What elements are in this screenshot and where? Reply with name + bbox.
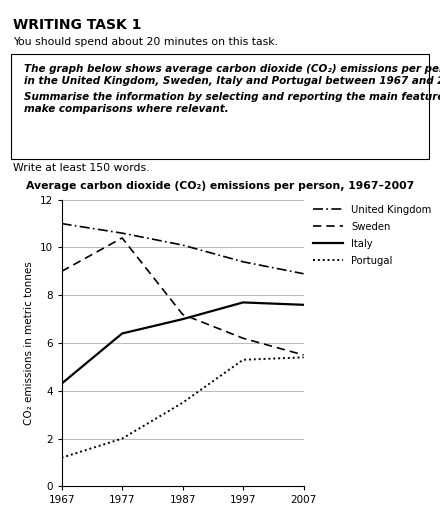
United Kingdom bbox=[180, 242, 185, 248]
Italy bbox=[241, 300, 246, 306]
United Kingdom bbox=[301, 271, 306, 277]
Portugal bbox=[241, 357, 246, 363]
Line: United Kingdom: United Kingdom bbox=[62, 224, 304, 274]
Legend: United Kingdom, Sweden, Italy, Portugal: United Kingdom, Sweden, Italy, Portugal bbox=[313, 205, 432, 266]
Sweden bbox=[59, 268, 64, 274]
Text: Summarise the information by selecting and reporting the main features, and: Summarise the information by selecting a… bbox=[24, 92, 440, 102]
Text: The graph below shows average carbon dioxide (CO₂) emissions per person: The graph below shows average carbon dio… bbox=[24, 64, 440, 74]
United Kingdom bbox=[59, 221, 64, 227]
Italy bbox=[120, 330, 125, 336]
Sweden bbox=[120, 235, 125, 241]
Italy bbox=[59, 380, 64, 387]
Line: Italy: Italy bbox=[62, 303, 304, 383]
Sweden bbox=[241, 335, 246, 342]
Sweden bbox=[301, 352, 306, 358]
Text: WRITING TASK 1: WRITING TASK 1 bbox=[13, 18, 142, 32]
Text: Write at least 150 words.: Write at least 150 words. bbox=[13, 163, 150, 173]
Italy bbox=[301, 302, 306, 308]
United Kingdom bbox=[241, 259, 246, 265]
United Kingdom bbox=[120, 230, 125, 236]
Line: Portugal: Portugal bbox=[62, 357, 304, 458]
Portugal bbox=[301, 354, 306, 360]
Text: in the United Kingdom, Sweden, Italy and Portugal between 1967 and 2007.: in the United Kingdom, Sweden, Italy and… bbox=[24, 76, 440, 87]
Text: make comparisons where relevant.: make comparisons where relevant. bbox=[24, 104, 229, 114]
Text: Average carbon dioxide (CO₂) emissions per person, 1967–2007: Average carbon dioxide (CO₂) emissions p… bbox=[26, 181, 414, 191]
Sweden bbox=[180, 311, 185, 317]
Line: Sweden: Sweden bbox=[62, 238, 304, 355]
Portugal bbox=[180, 400, 185, 406]
Italy bbox=[180, 316, 185, 322]
Y-axis label: CO₂ emissions in metric tonnes: CO₂ emissions in metric tonnes bbox=[24, 261, 34, 425]
Portugal bbox=[59, 455, 64, 461]
Portugal bbox=[120, 436, 125, 442]
Text: You should spend about 20 minutes on this task.: You should spend about 20 minutes on thi… bbox=[13, 37, 278, 47]
